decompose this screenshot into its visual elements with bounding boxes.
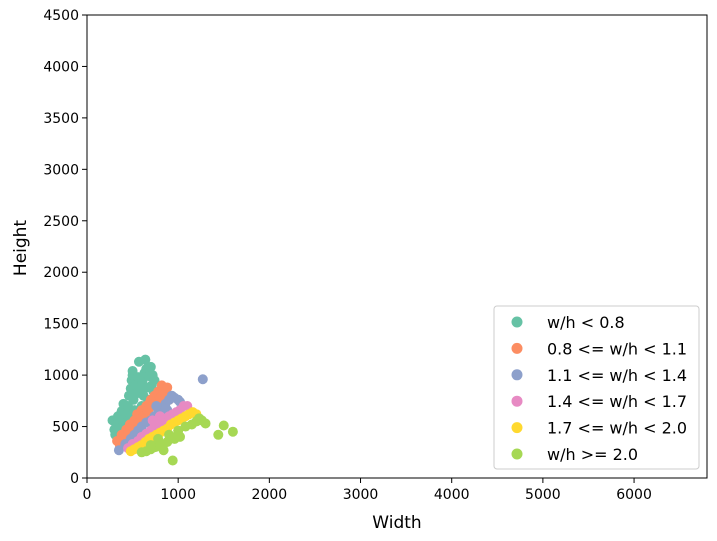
legend-label: 1.4 <= w/h < 1.7 bbox=[547, 392, 687, 411]
data-point bbox=[200, 418, 211, 429]
y-axis-label: Height bbox=[11, 220, 31, 277]
legend-label: 1.7 <= w/h < 2.0 bbox=[547, 419, 687, 438]
y-tick-label: 500 bbox=[52, 420, 79, 436]
legend-label: 1.1 <= w/h < 1.4 bbox=[547, 366, 687, 385]
x-tick-label: 3000 bbox=[343, 487, 379, 503]
y-tick-label: 3500 bbox=[43, 111, 79, 127]
y-tick-label: 2000 bbox=[43, 265, 79, 281]
x-tick-label: 5000 bbox=[525, 487, 561, 503]
series-5 bbox=[136, 413, 238, 466]
legend-frame bbox=[493, 305, 700, 470]
x-tick-label: 1000 bbox=[160, 487, 196, 503]
y-tick-label: 3000 bbox=[43, 162, 79, 178]
data-point bbox=[213, 429, 224, 440]
data-point bbox=[167, 455, 178, 466]
data-point bbox=[113, 445, 124, 456]
data-point bbox=[140, 354, 151, 365]
legend-marker bbox=[511, 448, 523, 460]
data-point bbox=[158, 445, 169, 456]
data-point bbox=[197, 374, 208, 385]
legend: w/h < 0.8 0.8 <= w/h < 1.1 1.1 <= w/h < 1.… bbox=[493, 305, 700, 470]
data-point bbox=[227, 426, 238, 437]
y-tick-label: 0 bbox=[70, 471, 79, 487]
legend-marker bbox=[511, 422, 523, 434]
data-point bbox=[149, 375, 160, 386]
legend-label: w/h < 0.8 bbox=[547, 313, 625, 332]
y-tick-label: 1500 bbox=[43, 317, 79, 333]
legend-marker bbox=[511, 342, 523, 354]
legend-marker bbox=[511, 369, 523, 381]
data-point bbox=[151, 400, 162, 411]
x-tick-label: 4000 bbox=[434, 487, 470, 503]
x-axis-ticks: 0 1000 2000 3000 4000 5000 6000 bbox=[83, 478, 652, 503]
legend-marker bbox=[511, 316, 523, 328]
data-point bbox=[164, 429, 175, 440]
legend-label: 0.8 <= w/h < 1.1 bbox=[547, 339, 687, 358]
legend-label: w/h >= 2.0 bbox=[547, 445, 638, 464]
x-tick-label: 2000 bbox=[252, 487, 288, 503]
y-tick-label: 1000 bbox=[43, 368, 79, 384]
plot-frame bbox=[86, 14, 708, 479]
data-point bbox=[145, 440, 156, 451]
data-point bbox=[145, 361, 156, 372]
y-axis-ticks: 0 500 1000 1500 2000 2500 3000 3500 4000 4500 bbox=[43, 8, 87, 487]
x-tick-label: 6000 bbox=[616, 487, 652, 503]
data-point bbox=[147, 415, 158, 426]
y-tick-label: 4500 bbox=[43, 8, 79, 24]
x-axis-label: Width bbox=[372, 513, 421, 533]
y-tick-label: 4000 bbox=[43, 59, 79, 75]
data-point bbox=[154, 411, 165, 422]
data-point bbox=[173, 425, 184, 436]
data-points bbox=[107, 354, 238, 466]
data-point bbox=[218, 420, 229, 431]
series-3 bbox=[123, 400, 193, 454]
y-tick-label: 2500 bbox=[43, 214, 79, 230]
x-tick-label: 0 bbox=[83, 487, 92, 503]
data-point bbox=[153, 433, 164, 444]
legend-marker bbox=[511, 395, 523, 407]
data-point bbox=[162, 382, 173, 393]
